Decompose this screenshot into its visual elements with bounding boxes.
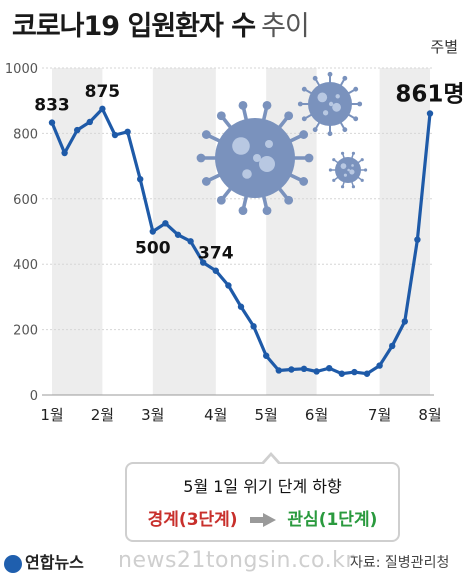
data-point — [137, 175, 144, 183]
data-point — [275, 367, 282, 374]
x-tick-label: 2월 — [91, 406, 114, 424]
x-tick-label: 3월 — [141, 406, 164, 424]
data-point — [288, 366, 295, 373]
footer-watermark: news21tongsin.co.kr — [118, 548, 355, 573]
month-band — [379, 68, 430, 395]
data-label: 833 — [34, 96, 70, 116]
x-tick-label: 5월 — [255, 406, 278, 424]
chart-title: 코로나19 입원환자 수 — [12, 11, 256, 42]
y-tick-label: 1000 — [5, 62, 38, 77]
data-point — [376, 362, 383, 369]
data-point — [363, 370, 371, 377]
data-point — [426, 110, 434, 117]
annotation-change: 경계(3단계) 관심(1단계) — [127, 505, 398, 530]
month-band — [266, 68, 317, 395]
yonhap-logo-icon — [4, 554, 22, 573]
annotation-from-level: 경계(3단계) — [147, 510, 238, 530]
chart-header: 코로나19 입원환자 수 추이 — [12, 4, 310, 43]
x-tick-label: 1월 — [40, 406, 63, 424]
data-point — [263, 352, 270, 359]
month-band — [52, 68, 103, 395]
data-point — [162, 220, 169, 227]
annotation-title: 5월 1일 위기 단계 하향 — [183, 477, 342, 496]
y-tick-label: 600 — [13, 193, 38, 208]
data-label: 861명 — [395, 81, 464, 107]
data-point — [48, 119, 56, 126]
data-point — [237, 303, 245, 310]
data-point — [401, 318, 408, 325]
virus-icon-large — [196, 100, 314, 216]
y-tick-label: 800 — [13, 127, 38, 142]
x-tick-label: 8월 — [418, 406, 441, 424]
virus-icon-small — [328, 151, 368, 189]
data-point — [111, 131, 119, 139]
data-point — [149, 228, 156, 235]
data-point — [300, 365, 308, 373]
data-point — [74, 126, 81, 134]
data-point — [99, 105, 106, 113]
unit-label: 주별 — [430, 38, 458, 56]
virus-icon-medium — [297, 71, 363, 137]
x-tick-label: 4월 — [204, 406, 227, 424]
data-point — [212, 267, 219, 274]
data-point — [351, 368, 358, 376]
data-label: 875 — [85, 82, 121, 102]
data-point — [338, 370, 345, 377]
data-point — [86, 118, 94, 126]
data-point — [187, 238, 194, 245]
data-point — [200, 259, 207, 266]
data-point — [313, 368, 320, 375]
data-point — [124, 128, 131, 135]
data-point — [225, 282, 232, 289]
month-band — [152, 68, 216, 395]
footer-logo-text: 연합뉴스 — [25, 553, 84, 572]
data-point — [389, 342, 396, 350]
annotation-to-level: 관심(1단계) — [287, 510, 378, 530]
x-tick-label: 6월 — [305, 406, 328, 424]
y-tick-label: 400 — [13, 258, 38, 273]
data-point — [414, 236, 421, 243]
y-tick-label: 200 — [13, 324, 38, 339]
data-label: 374 — [198, 244, 234, 264]
data-label: 500 — [135, 239, 171, 259]
chart-subtitle: 추이 — [261, 11, 310, 42]
annotation-pointer-fill — [263, 456, 279, 465]
data-point — [326, 364, 333, 372]
x-tick-label: 7월 — [368, 406, 391, 424]
y-tick-label: 0 — [30, 389, 38, 404]
footer-logo: 연합뉴스 — [4, 549, 84, 573]
arrow-right-icon — [249, 513, 276, 527]
footer-source: 자료: 질병관리청 — [350, 555, 450, 571]
data-point — [250, 323, 257, 330]
data-point — [61, 149, 68, 157]
annotation-box: 5월 1일 위기 단계 하향 경계(3단계) 관심(1단계) — [125, 462, 400, 542]
data-point — [174, 231, 182, 238]
